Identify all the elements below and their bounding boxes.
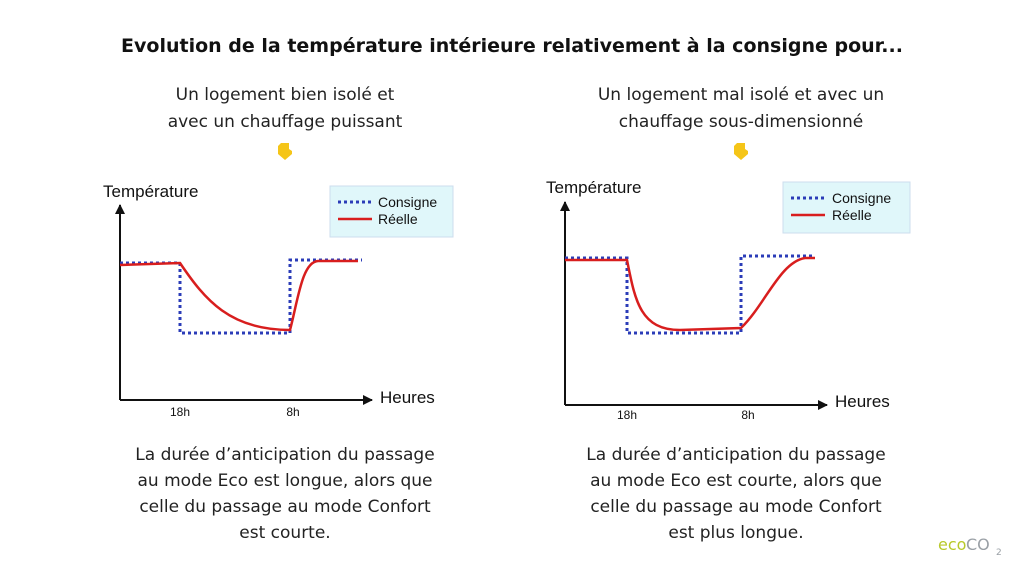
- logo-sub: 2: [996, 548, 1002, 558]
- x-tick: 8h: [286, 405, 299, 419]
- actual-line: [119, 259, 358, 332]
- heading: Un logement bien isolé et: [176, 85, 395, 105]
- pointing-icon: [734, 143, 748, 160]
- y-label: Température: [546, 178, 641, 197]
- x-label: Heures: [380, 388, 435, 407]
- caption: au mode Eco est courte, alors que: [590, 471, 882, 491]
- legend-label: Consigne: [378, 194, 437, 210]
- y-label: Température: [103, 182, 198, 201]
- legend-label: Réelle: [378, 211, 418, 227]
- panel-left: Un logement bien isolé et avec un chauff…: [103, 85, 454, 543]
- pointing-icon: [278, 143, 292, 160]
- logo-co: CO: [966, 535, 990, 554]
- x-tick: 18h: [170, 405, 190, 419]
- logo-eco: eco: [938, 535, 966, 554]
- legend-label: Réelle: [832, 207, 872, 223]
- caption: au mode Eco est longue, alors que: [137, 471, 432, 491]
- setpoint-line: [565, 254, 815, 335]
- x-label: Heures: [835, 392, 890, 411]
- legend: [329, 185, 454, 238]
- title: Evolution de la température intérieure r…: [121, 35, 903, 57]
- caption: est plus longue.: [668, 523, 803, 543]
- logo: eco CO 2: [938, 535, 1002, 558]
- caption: La durée d’anticipation du passage: [135, 445, 434, 465]
- actual-line: [565, 256, 815, 332]
- heading: chauffage sous-dimensionné: [619, 112, 863, 132]
- caption: La durée d’anticipation du passage: [586, 445, 885, 465]
- panel-right: Un logement mal isolé et avec un chauffa…: [546, 85, 911, 543]
- legend: [782, 181, 911, 234]
- legend-label: Consigne: [832, 190, 891, 206]
- x-tick: 18h: [617, 408, 637, 422]
- caption: est courte.: [239, 523, 330, 543]
- x-tick: 8h: [741, 408, 754, 422]
- caption: celle du passage au mode Confort: [590, 497, 882, 517]
- heading: avec un chauffage puissant: [168, 112, 403, 132]
- heading: Un logement mal isolé et avec un: [598, 85, 884, 105]
- caption: celle du passage au mode Confort: [139, 497, 431, 517]
